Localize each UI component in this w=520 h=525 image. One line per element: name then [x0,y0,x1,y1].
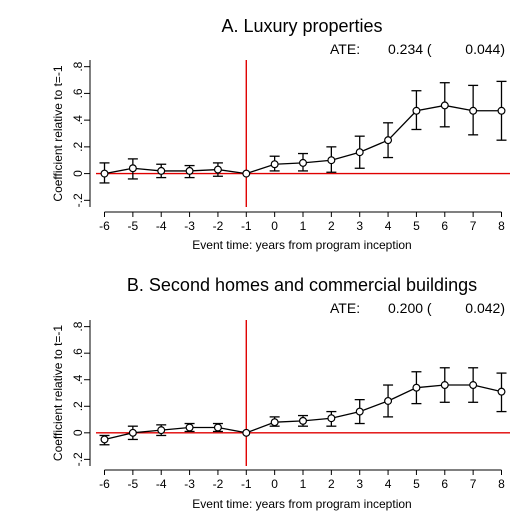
data-point [242,169,251,178]
data-point [469,381,478,390]
x-tick-label: 1 [300,219,307,233]
chart-title: B. Second homes and commercial buildings [127,275,477,295]
data-point [412,106,421,115]
x-axis-label: Event time: years from program inception [192,497,411,511]
data-point [497,106,506,115]
data-point [412,383,421,392]
x-tick-label: -5 [128,477,139,491]
x-tick-label: -3 [184,477,195,491]
y-tick-label: .6 [71,88,85,98]
data-point [327,414,336,423]
x-tick-label: 1 [300,477,307,491]
x-tick-label: -5 [128,219,139,233]
ate-se: 0.042) [465,300,505,316]
data-point [355,407,364,416]
x-tick-label: 2 [328,477,335,491]
x-tick-label: 7 [470,219,477,233]
data-point [185,166,194,175]
data-point [185,423,194,432]
x-tick-label: 2 [328,219,335,233]
data-point [469,106,478,115]
data-point [213,165,222,174]
x-tick-label: -6 [99,219,110,233]
y-tick-label: -.2 [71,193,85,207]
data-point [270,160,279,169]
x-tick-label: -4 [156,219,167,233]
y-tick-label: 0 [71,170,85,177]
y-axis-label: Coefficient relative to t=-1 [51,65,65,202]
x-tick-label: 8 [498,219,505,233]
data-point [497,387,506,396]
x-tick-label: 3 [356,477,363,491]
x-tick-label: 6 [441,219,448,233]
x-tick-label: -3 [184,219,195,233]
y-tick-label: .2 [71,142,85,152]
data-point [384,136,393,145]
data-point [100,435,109,444]
x-tick-label: 0 [271,219,278,233]
y-tick-label: -.2 [71,452,85,466]
x-tick-label: -6 [99,477,110,491]
x-tick-label: 8 [498,477,505,491]
chart-title: A. Luxury properties [221,16,382,36]
data-point [440,101,449,110]
x-tick-label: -4 [156,477,167,491]
data-point [270,418,279,427]
x-tick-label: 6 [441,477,448,491]
y-tick-label: .4 [71,115,85,125]
x-tick-label: 5 [413,477,420,491]
y-tick-label: .6 [71,348,85,358]
y-tick-label: .8 [71,321,85,331]
x-tick-label: 4 [385,477,392,491]
y-tick-label: .4 [71,374,85,384]
data-point [157,426,166,435]
data-point [242,428,251,437]
x-tick-label: -1 [241,219,252,233]
x-tick-label: 4 [385,219,392,233]
y-tick-label: 0 [71,429,85,436]
ate-se: 0.044) [465,41,505,57]
x-tick-label: -1 [241,477,252,491]
x-tick-label: -2 [213,477,224,491]
y-tick-label: .8 [71,61,85,71]
ate-value: 0.234 ( [388,41,432,57]
data-point [157,166,166,175]
data-point [440,381,449,390]
data-point [299,416,308,425]
ate-value: 0.200 ( [388,300,432,316]
chart-panel-a: A. Luxury properties ATE: 0.234 ( 0.044) -.2… [51,16,510,252]
x-tick-label: 3 [356,219,363,233]
y-tick-label: .2 [71,401,85,411]
y-axis-label: Coefficient relative to t=-1 [51,325,65,462]
data-point [213,423,222,432]
data-point [355,148,364,157]
x-tick-label: -2 [213,219,224,233]
data-point [384,396,393,405]
data-point [299,158,308,167]
x-tick-label: 7 [470,477,477,491]
chart-panel-b: B. Second homes and commercial buildings… [51,275,510,511]
ate-label: ATE: [330,41,360,57]
data-point [128,164,137,173]
x-axis-label: Event time: years from program inception [192,238,411,252]
data-point [327,156,336,165]
ate-label: ATE: [330,300,360,316]
x-tick-label: 5 [413,219,420,233]
x-tick-label: 0 [271,477,278,491]
data-point [100,169,109,178]
data-point [128,428,137,437]
